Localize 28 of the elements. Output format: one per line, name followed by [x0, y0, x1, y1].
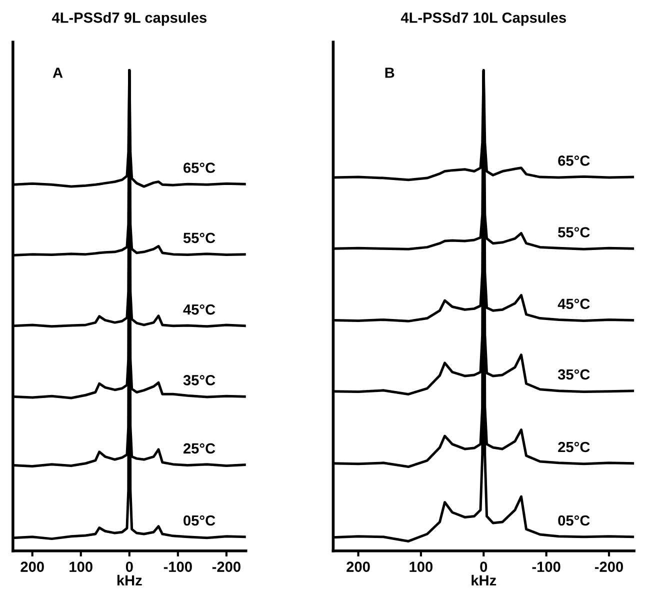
chart-title: 4L-PSSd7 10L Capsules — [400, 12, 566, 26]
annotation: B — [385, 68, 394, 78]
x-tick-label: 200 — [346, 562, 370, 572]
x-tick-label: 100 — [70, 562, 92, 572]
x-tick-label: 200 — [20, 562, 44, 572]
series-label: 65°C — [184, 162, 216, 173]
series-label: 65°C — [558, 156, 590, 166]
x-tick-label: 0 — [126, 562, 133, 572]
x-tick-label: -200 — [212, 562, 240, 572]
annotation: A — [52, 68, 63, 78]
x-axis-title: kHz — [472, 574, 496, 586]
series-label: 55°C — [183, 232, 216, 244]
x-axis-title: kHz — [117, 574, 142, 586]
series-label: 35°C — [183, 375, 216, 386]
series-label: 45°C — [183, 304, 216, 315]
series-label: 25°C — [558, 442, 590, 452]
series-label: 35°C — [558, 369, 590, 380]
x-tick-label: 100 — [410, 562, 433, 572]
x-tick-label: 0 — [480, 562, 488, 572]
series-label: 05°C — [184, 515, 216, 526]
x-tick-label: -100 — [532, 562, 560, 572]
x-tick-label: -100 — [164, 562, 192, 572]
series-label: 25°C — [183, 443, 216, 454]
series-label: 05°C — [558, 515, 590, 526]
x-tick-label: -200 — [594, 562, 623, 572]
series-label: 55°C — [558, 227, 590, 238]
series-label: 45°C — [558, 298, 590, 310]
chart-title: 4L-PSSd7 9L capsules — [52, 12, 206, 26]
